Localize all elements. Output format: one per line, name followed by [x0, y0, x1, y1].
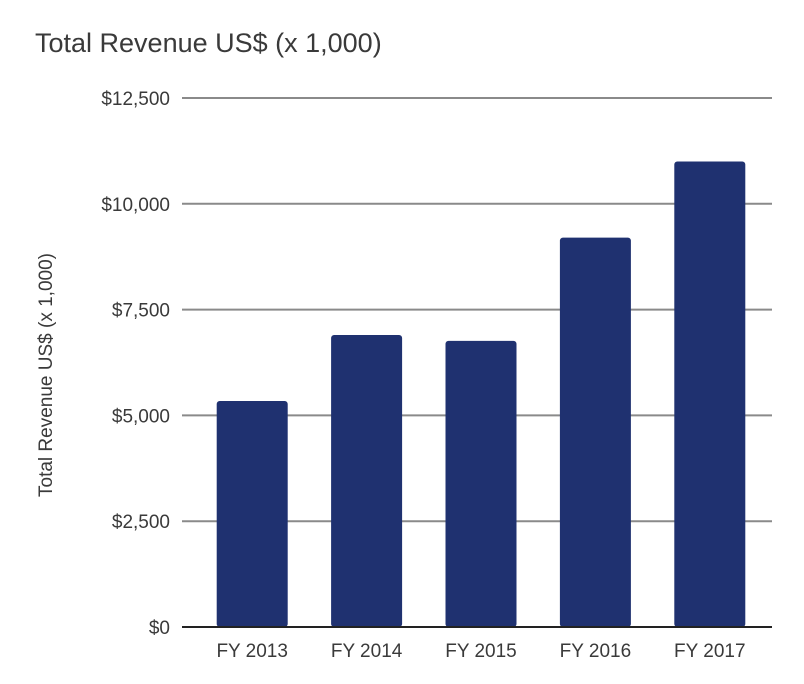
y-tick-label: $0 [149, 618, 170, 639]
bar [331, 334, 403, 627]
y-tick-label: $2,500 [112, 512, 170, 533]
y-tick-label: $5,000 [112, 406, 170, 427]
bar [216, 401, 288, 627]
y-tick-label: $7,500 [112, 301, 170, 322]
y-tick-label: $12,500 [101, 89, 170, 110]
x-tick-label: FY 2013 [216, 641, 287, 662]
y-axis-label: Total Revenue US$ (x 1,000) [36, 253, 57, 497]
x-axis-ticks: FY 2013 FY 2014 FY 2015 FY 2016 FY 2017 [216, 641, 745, 662]
x-tick-label: FY 2016 [560, 641, 631, 662]
x-tick-label: FY 2015 [445, 641, 516, 662]
bar [559, 237, 631, 627]
x-tick-label: FY 2014 [331, 641, 403, 662]
x-tick-label: FY 2017 [674, 641, 745, 662]
y-tick-label: $10,000 [101, 195, 170, 216]
y-axis-ticks: $0 $2,500 $5,000 $7,500 $10,000 $12,500 [101, 89, 170, 639]
bars [216, 161, 746, 628]
bar [674, 161, 746, 628]
bar [445, 340, 517, 627]
chart-title: Total Revenue US$ (x 1,000) [35, 28, 382, 58]
